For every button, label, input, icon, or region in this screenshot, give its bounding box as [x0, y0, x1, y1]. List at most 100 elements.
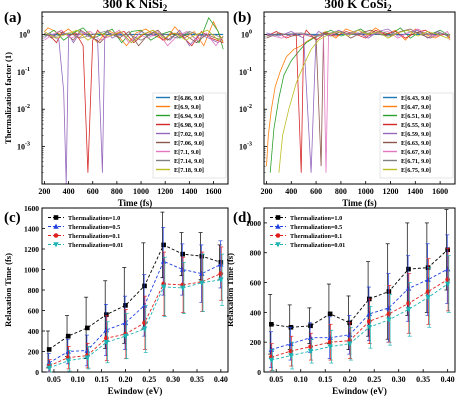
series-line — [271, 268, 448, 351]
data-point — [104, 312, 109, 317]
x-tick-label: 1200 — [157, 187, 173, 196]
series-line-8 — [44, 29, 224, 44]
series-line — [271, 249, 449, 328]
legend-entry: Thermalization=0.1 — [290, 233, 342, 240]
x-axis-label: Ewindow (eV) — [108, 386, 163, 396]
legend-marker — [275, 233, 281, 238]
x-tick-label: 0.15 — [95, 375, 109, 384]
data-point — [122, 333, 129, 340]
x-tick-label: 1000 — [133, 187, 149, 196]
legend-entry: Thermalization=1.0 — [290, 215, 342, 222]
series-line-7 — [266, 29, 451, 37]
legend-entry: E[6.71, 9.0] — [401, 158, 431, 165]
legend-entry: E[6.59, 9.0] — [401, 131, 431, 138]
y-tick-label: 800 — [28, 286, 40, 295]
legend-entry: E[7.1, 9.0] — [174, 149, 201, 156]
data-point — [288, 348, 294, 354]
x-tick-label: 0.25 — [142, 375, 156, 384]
series-line — [49, 273, 221, 367]
data-point — [366, 324, 372, 331]
data-point — [327, 344, 333, 350]
y-tick-label: 1000 — [24, 266, 39, 275]
data-point — [161, 242, 166, 248]
data-point — [308, 344, 313, 349]
legend-entry: Thermalization=0.01 — [290, 242, 345, 249]
legend-entry: E[6.67, 9.0] — [401, 149, 431, 156]
data-point — [444, 266, 451, 272]
data-point — [405, 285, 412, 291]
x-tick-label: 1000 — [358, 187, 374, 196]
legend-entry: E[6.86, 9.0] — [174, 95, 204, 102]
legend-entry: E[6.43, 9.0] — [401, 95, 431, 102]
x-tick-label: 1600 — [206, 187, 222, 196]
series-line-1 — [44, 20, 224, 47]
data-point — [308, 323, 313, 329]
data-point — [142, 320, 147, 326]
legend-entry: E[7.18, 9.0] — [174, 167, 204, 174]
series-2 — [269, 247, 451, 371]
panel-title: 300 K CoSi2 — [324, 0, 392, 13]
data-point — [386, 311, 392, 317]
plot-area — [44, 16, 224, 184]
y-tick-label: 100 — [241, 29, 252, 39]
data-point — [269, 321, 274, 327]
x-tick-label: 0.20 — [118, 375, 132, 384]
y-tick-label: 10-1 — [239, 67, 252, 77]
data-point — [218, 271, 224, 276]
legend-entry: E[6.98, 9.0] — [174, 122, 204, 129]
x-axis-label: Time (fs) — [342, 198, 377, 208]
legend-entry: Thermalization=0.1 — [68, 233, 120, 240]
legend-entry: E[6.9, 9.0] — [174, 104, 201, 111]
data-point — [199, 253, 205, 259]
panel-d: 0.05 0.10 0.15 0.20 0.25 0.30 0.35 0.40 0 200 400 6… — [225, 207, 456, 396]
data-point — [366, 319, 372, 324]
x-axis-label: Ewindow (eV) — [332, 386, 387, 396]
legend-entry: Thermalization=1.0 — [68, 215, 120, 222]
legend-entry: E[6.75, 9.0] — [401, 167, 431, 174]
panel-a: 200 400 600 800 1000 1200 1400 1600 100 10-1 10-2 1… — [3, 0, 229, 208]
y-tick-label: 100 — [19, 29, 30, 39]
panel-label: (c) — [4, 210, 21, 226]
x-tick-label: 0.10 — [71, 375, 85, 384]
legend-marker — [275, 223, 281, 229]
x-tick-label: 0.30 — [392, 375, 406, 384]
data-point — [142, 283, 147, 289]
y-tick-label: 0 — [257, 368, 261, 377]
x-tick-label: 600 — [310, 187, 322, 196]
series-line — [271, 283, 448, 361]
x-tick-label: 600 — [87, 187, 99, 196]
x-tick-label: 200 — [260, 187, 272, 196]
data-point — [405, 307, 412, 313]
y-tick-label: 600 — [28, 307, 40, 316]
data-point — [123, 303, 128, 308]
y-tick-label: 1200 — [24, 245, 39, 254]
plot-area — [266, 27, 451, 173]
legend-marker — [53, 215, 59, 220]
series-line-8 — [278, 29, 451, 173]
x-tick-label: 1600 — [432, 187, 448, 196]
series-line — [48, 260, 221, 364]
data-point — [288, 353, 294, 359]
series-line-2 — [44, 16, 224, 50]
legend-marker — [53, 242, 59, 248]
y-tick-label: 200 — [28, 348, 40, 357]
panel-label: (d) — [233, 210, 251, 226]
y-tick-label: 10-3 — [17, 142, 30, 152]
legend-entry: Thermalization=0.5 — [68, 224, 120, 231]
legend-marker — [53, 223, 59, 229]
data-point — [84, 355, 91, 361]
y-tick-label: 10-2 — [17, 104, 30, 114]
data-point — [46, 347, 52, 352]
y-tick-label: 200 — [250, 338, 262, 347]
y-axis-label: Thermalization factor (1) — [3, 52, 13, 144]
x-tick-label: 0.30 — [166, 375, 180, 384]
data-point — [445, 247, 450, 253]
x-tick-label: 0.05 — [269, 375, 283, 384]
y-tick-label: 800 — [250, 249, 262, 258]
panel-label: (a) — [4, 10, 22, 26]
data-point — [386, 317, 392, 323]
x-tick-label: 1400 — [181, 187, 197, 196]
x-tick-label: 1200 — [383, 187, 399, 196]
x-tick-label: 0.40 — [214, 375, 228, 384]
y-axis-label: Relaxation Time (fs) — [225, 253, 235, 327]
